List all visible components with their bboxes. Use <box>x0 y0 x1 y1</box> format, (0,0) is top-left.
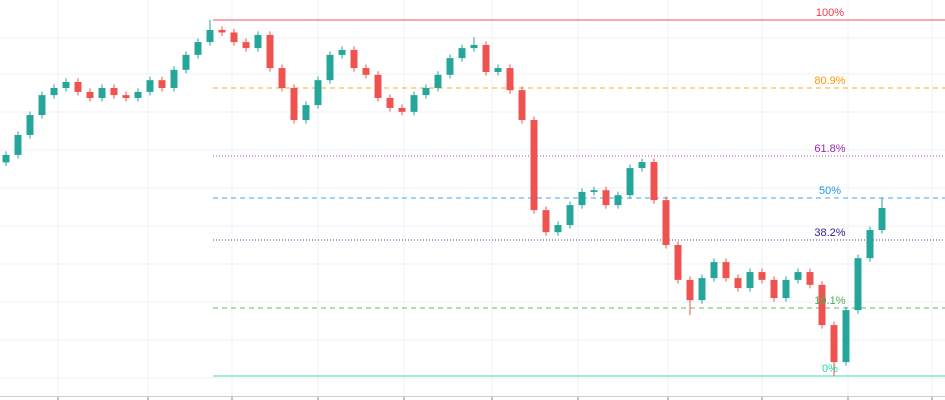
candle-body <box>62 81 70 88</box>
candle-body <box>158 80 166 88</box>
candle-body <box>734 278 742 289</box>
candle-body <box>362 68 370 75</box>
candle-body <box>422 87 430 96</box>
candle-body <box>134 91 142 98</box>
candle-body <box>446 58 454 75</box>
candle-body <box>722 262 730 279</box>
candle-body <box>14 134 22 155</box>
candle-body <box>866 230 874 259</box>
candle-body <box>650 162 658 201</box>
candle-body <box>314 80 322 106</box>
fib-level-label: 100% <box>816 7 844 19</box>
fib-level-label: 19.1% <box>814 295 845 307</box>
candle-body <box>218 29 226 33</box>
candle-body <box>842 310 850 363</box>
candle-body <box>626 168 634 196</box>
candle-body <box>386 97 394 108</box>
candle-body <box>326 54 334 81</box>
fib-level-label: 80.9% <box>814 75 845 87</box>
candle-body <box>614 195 622 206</box>
candle-body <box>254 34 262 49</box>
candle-body <box>590 190 598 192</box>
candle-body <box>434 74 442 88</box>
candle-body <box>698 278 706 301</box>
candle-body <box>398 107 406 112</box>
candle-body <box>74 81 82 92</box>
candle-body <box>806 272 814 285</box>
candle-body <box>638 162 646 169</box>
candle-body <box>482 44 490 72</box>
candle-body <box>782 279 790 299</box>
candle-body <box>830 325 838 363</box>
candle-body <box>146 80 154 92</box>
candle-body <box>170 69 178 88</box>
candle-body <box>182 54 190 70</box>
candle-body <box>338 49 346 55</box>
candle-body <box>758 272 766 280</box>
candle-body <box>410 95 418 112</box>
candle-body <box>122 95 130 98</box>
candle-body <box>710 262 718 279</box>
candle-body <box>662 200 670 245</box>
candle-body <box>794 272 802 280</box>
candle-body <box>518 90 526 121</box>
candle-body <box>26 115 34 135</box>
candle-body <box>266 34 274 69</box>
fib-level-label: 0% <box>822 363 838 375</box>
candle-body <box>542 210 550 233</box>
fib-level-label: 38.2% <box>814 227 845 239</box>
candle-body <box>278 68 286 88</box>
candle-body <box>242 42 250 49</box>
candle-body <box>530 120 538 211</box>
candle-body <box>350 49 358 69</box>
candle-body <box>110 87 118 96</box>
candle-body <box>38 95 46 116</box>
candle-body <box>374 74 382 98</box>
candle-body <box>686 279 694 301</box>
candle-body <box>854 258 862 311</box>
candle-body <box>578 191 586 206</box>
candle-body <box>602 190 610 206</box>
fib-level-label: 61.8% <box>814 143 845 155</box>
candle-body <box>818 284 826 326</box>
candle-body <box>194 42 202 55</box>
candle-body <box>98 87 106 98</box>
fib-level-label: 50% <box>819 185 841 197</box>
candle-body <box>494 68 502 72</box>
candle-body <box>554 225 562 233</box>
candle-body <box>2 154 10 163</box>
candle-body <box>674 244 682 280</box>
candle-body <box>878 207 886 231</box>
candle-body <box>770 279 778 299</box>
candle-body <box>470 44 478 49</box>
candle-body <box>290 87 298 121</box>
candle-body <box>458 48 466 59</box>
candle-body <box>86 91 94 98</box>
candle-body <box>50 87 58 96</box>
candle-body <box>506 68 514 91</box>
candle-body <box>746 272 754 289</box>
candle-body <box>206 29 214 43</box>
candle-body <box>230 32 238 43</box>
candle-body <box>566 205 574 226</box>
candle-body <box>302 105 310 121</box>
